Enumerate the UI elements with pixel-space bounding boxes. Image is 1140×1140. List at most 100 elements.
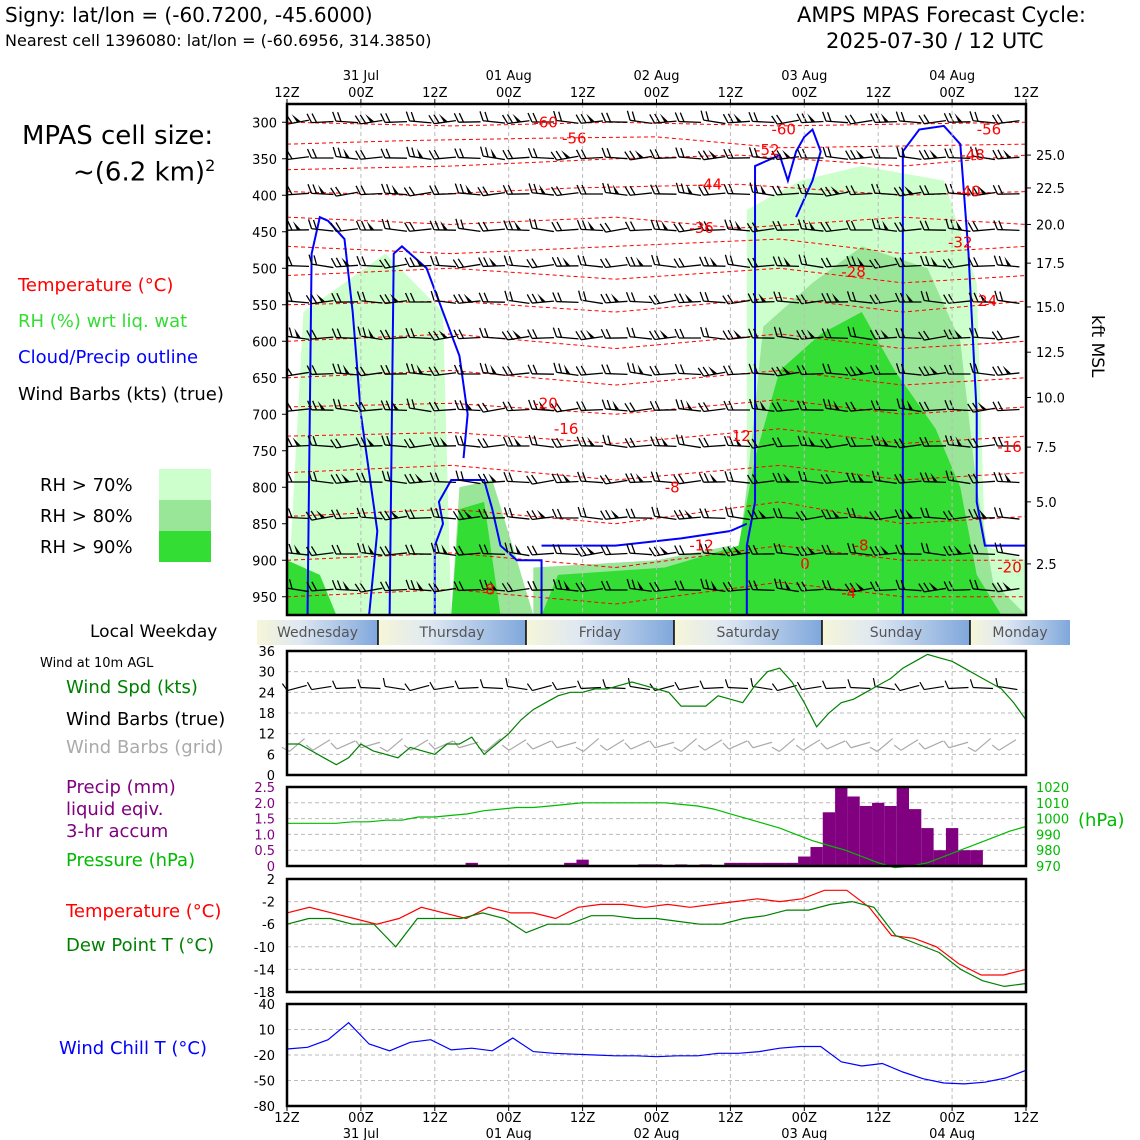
rh-legend-90: RH > 90% (40, 537, 133, 558)
wind-barb (576, 184, 603, 195)
wind-barb (287, 578, 309, 593)
precip-bar (798, 856, 811, 866)
wind-barb (746, 438, 775, 449)
wind-barb (575, 582, 604, 593)
cloud-outline (433, 478, 543, 615)
windchill-panel: 40 10 -20 -50 -80 (254, 998, 1028, 1115)
wind-barb (354, 366, 383, 377)
rh-field (287, 253, 452, 615)
y-tick-label: 30 (258, 666, 275, 681)
wind-barb (992, 184, 1020, 195)
grid-wind-barb (795, 739, 821, 751)
precip-label-1: Precip (mm) (66, 777, 176, 798)
grid-wind-barb (869, 738, 894, 752)
temperature-contour-label: -8 (480, 580, 495, 598)
weekday-name: Sunday (870, 625, 922, 641)
true-wind-barb (919, 681, 944, 691)
grid-wind-barb (501, 739, 527, 751)
wind-barb (577, 471, 604, 484)
weekday-band (526, 620, 674, 645)
wind-barb (503, 255, 530, 268)
temperature-contour (287, 216, 1026, 229)
wind-barb (699, 543, 726, 556)
top-time-label: 00Z (348, 86, 374, 101)
wind-barb (821, 292, 849, 303)
top-time-label: 12Z (718, 86, 744, 101)
wind-barb (673, 257, 702, 268)
grid-wind-barb (845, 740, 871, 749)
bottom-time-label: 00Z (792, 1111, 818, 1126)
wind-barb (673, 474, 701, 485)
pressure-label: Pressure (hPa) (66, 850, 196, 871)
wind-barb (330, 257, 359, 268)
wind-barb (287, 437, 310, 448)
height-label: 17.5 (1036, 257, 1065, 272)
wind-barb (356, 472, 383, 483)
wind-barb (454, 435, 481, 448)
wind-barb (723, 184, 751, 195)
wind-barb (991, 581, 1020, 593)
wind-barb (673, 509, 702, 520)
y-tick-label: 36 (258, 645, 275, 660)
pressure-label: 700 (252, 408, 277, 423)
true-wind-barb (699, 680, 724, 690)
wind-barb (847, 326, 873, 341)
precip-bar (564, 862, 577, 866)
grid-wind-barb (649, 740, 675, 749)
wind-barb (354, 114, 383, 125)
wind-barb (332, 146, 359, 160)
wind-barb (698, 221, 726, 232)
wind-barb (577, 255, 604, 268)
wind-barb (576, 401, 604, 412)
wind-barb (895, 363, 922, 376)
height-label: 5.0 (1036, 496, 1057, 511)
true-wind-barb (847, 679, 871, 690)
wind-barb (869, 294, 898, 305)
wind-barb (894, 257, 922, 268)
wind-barb (601, 364, 628, 375)
true-wind-barb (872, 677, 895, 691)
wind-barb (896, 146, 922, 161)
wind-barb (722, 365, 751, 376)
wind-barb (380, 113, 408, 124)
wind-barb (306, 148, 334, 159)
wind-barb (651, 254, 677, 268)
wind-barb (428, 113, 456, 125)
wind-barb (969, 146, 995, 161)
wind-barb (746, 222, 775, 233)
wind-barb (846, 291, 873, 304)
wind-barb (575, 149, 604, 160)
wind-barb (479, 111, 506, 124)
wind-barb (675, 434, 701, 449)
grid-wind-barb (428, 740, 454, 750)
wind-barb (724, 471, 751, 484)
wind-barb (626, 362, 652, 377)
wind-barb (651, 506, 677, 521)
wind-barb (625, 473, 653, 484)
wind-barb (699, 291, 726, 304)
y-tick-label: -80 (254, 1100, 275, 1115)
true-wind-barb (454, 680, 479, 690)
weekday-strip: Wednesday Thursday Friday Saturday Sunday Mon… (257, 620, 1070, 645)
grid-wind-barb (575, 738, 600, 752)
y-tick-label: 0.5 (254, 844, 275, 859)
wind-barb (845, 149, 873, 160)
time-axis: 12Z 00Z 12Z 00Z 12Z 00Z 12Z 00Z 12Z 00Z 12Z 31 Jul 0… (274, 1106, 1039, 1140)
wind-barb (552, 327, 579, 340)
wind-barb (599, 474, 628, 485)
wind-barb (771, 149, 800, 161)
pressure-label: 850 (252, 518, 277, 533)
wind-barb (747, 509, 775, 520)
wind-barb (943, 112, 971, 123)
temperature-contour (287, 238, 1026, 255)
bottom-time-label: 12Z (422, 1111, 448, 1126)
wind-barb (796, 113, 824, 124)
precip-bar (465, 862, 478, 866)
wind-barb (820, 222, 849, 233)
cloud-outline (388, 245, 469, 615)
true-wind-barb (944, 680, 969, 690)
wind-barb (919, 436, 947, 447)
wind-barb (600, 509, 628, 520)
wind-barb (452, 509, 481, 521)
top-date-label: 04 Aug (929, 69, 975, 84)
